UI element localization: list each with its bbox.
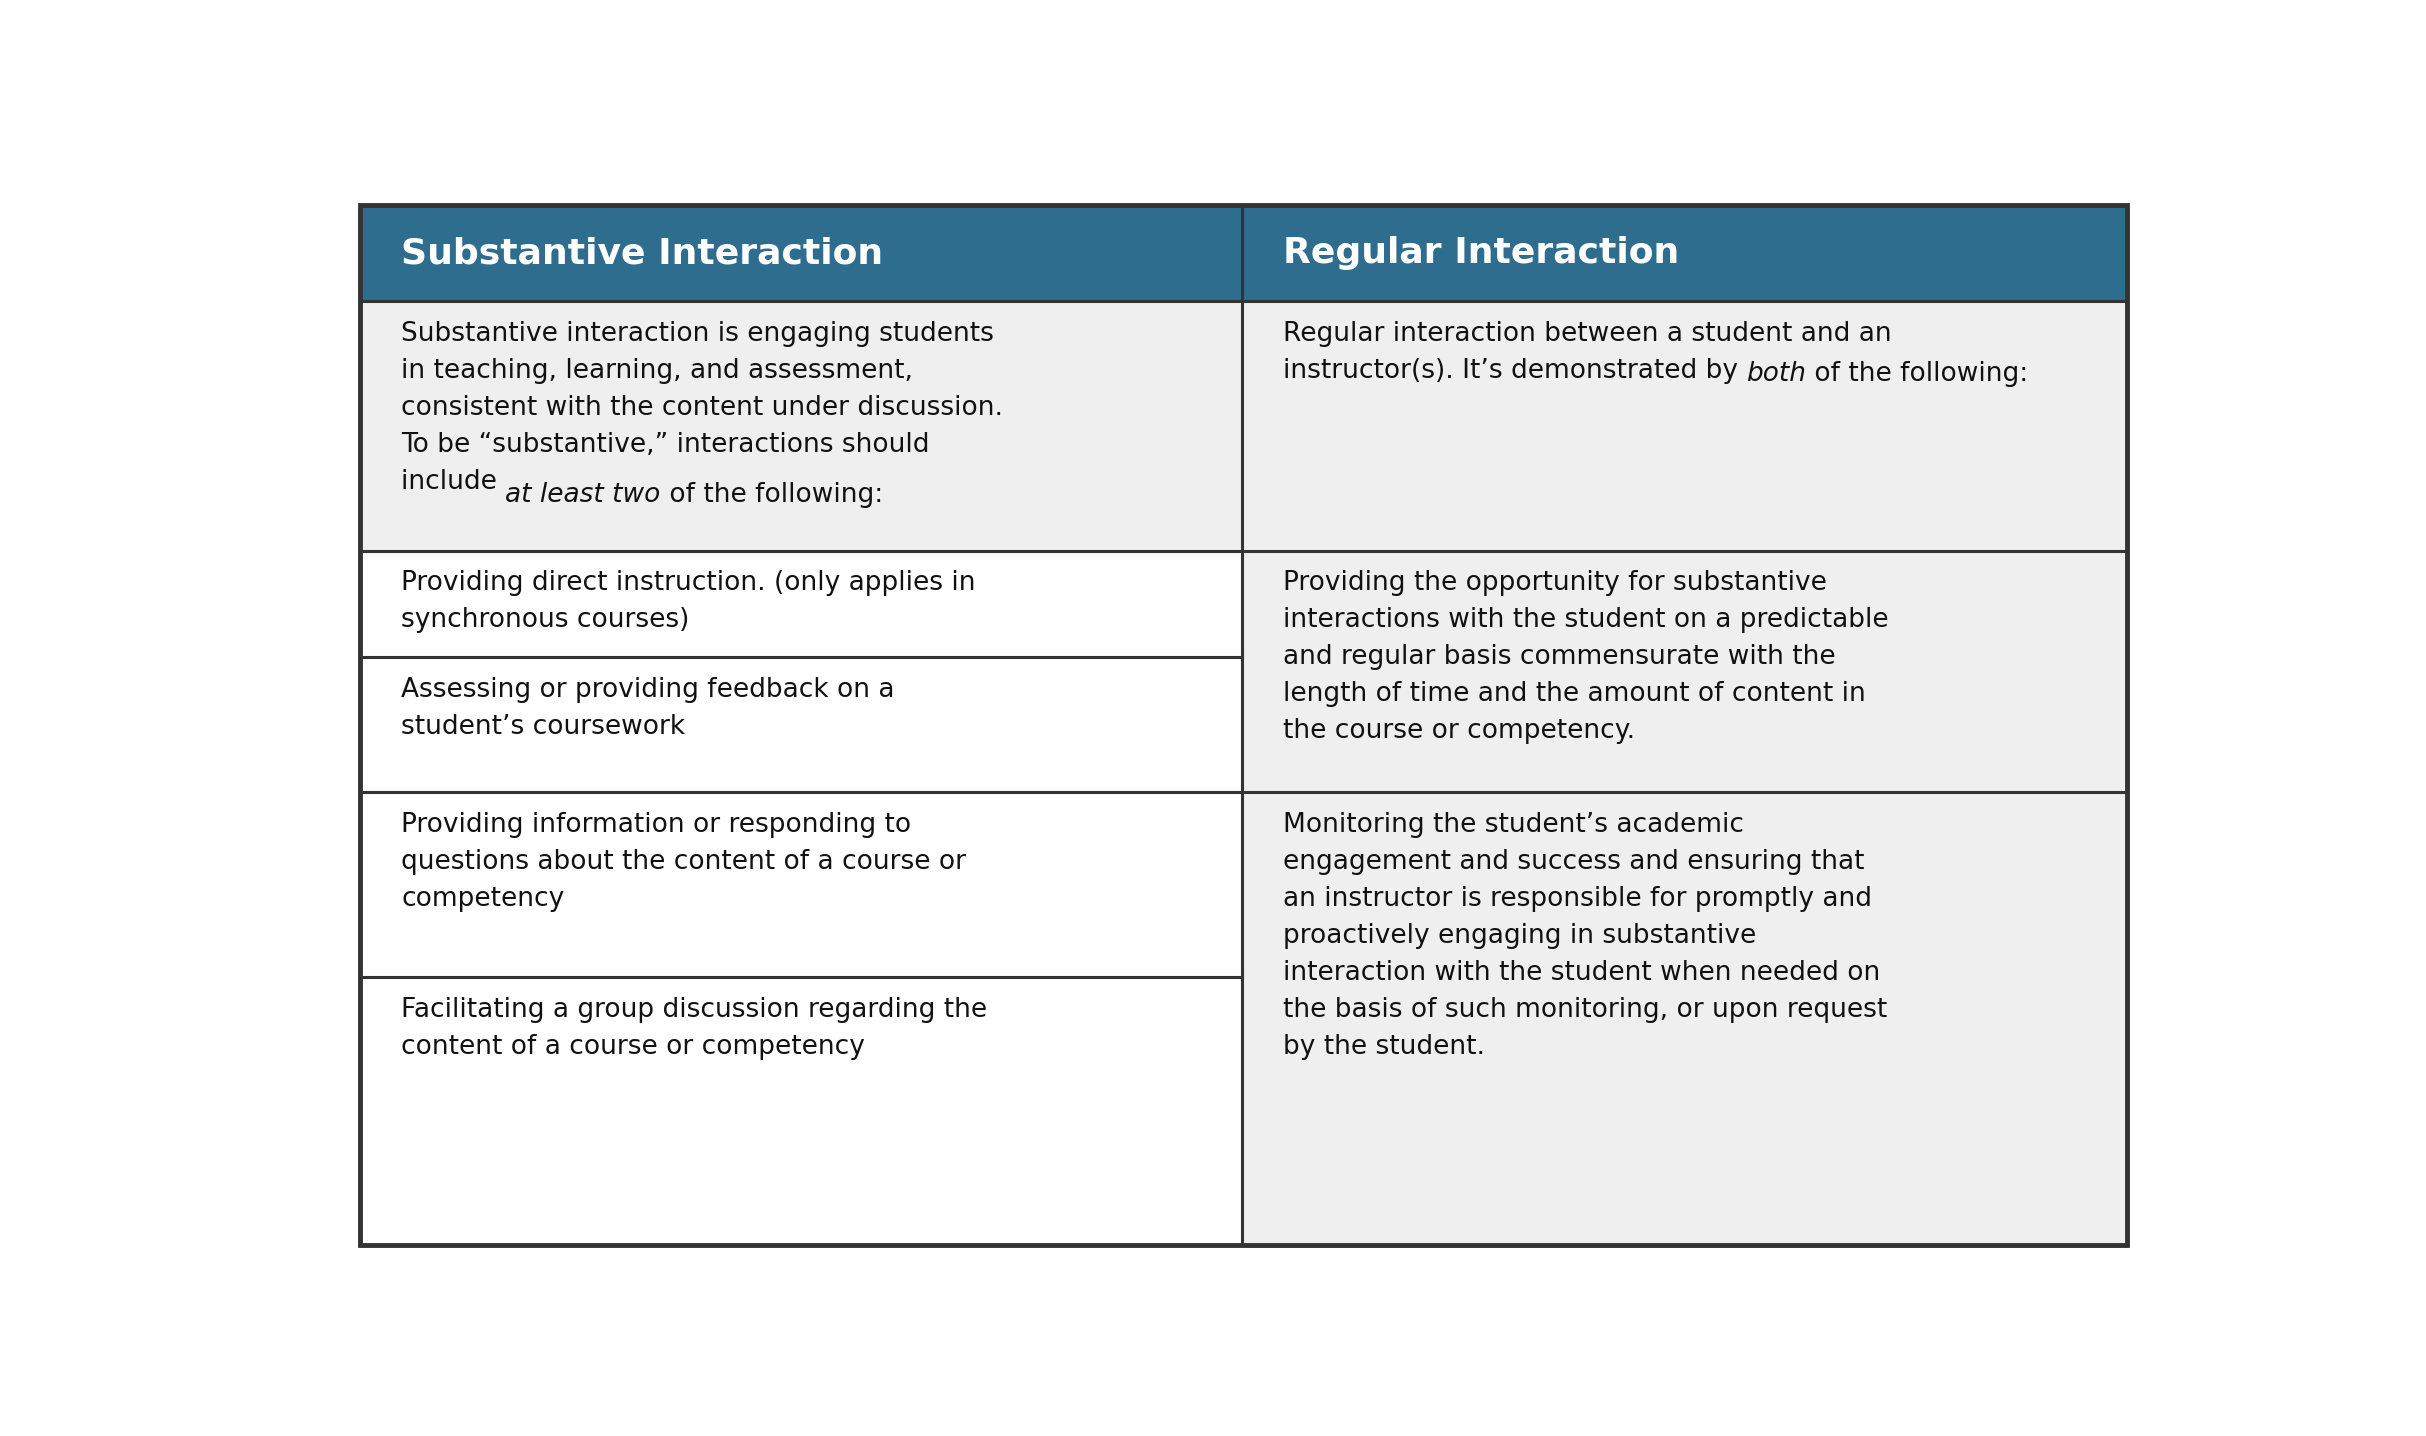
Text: Providing direct instruction. (only applies in
synchronous courses): Providing direct instruction. (only appl… — [400, 570, 975, 633]
Text: Monitoring the student’s academic
engagement and success and ensuring that
an in: Monitoring the student’s academic engage… — [1283, 811, 1887, 1060]
Text: of the following:: of the following: — [1807, 362, 2028, 388]
Text: Regular interaction between a student and an
instructor(s). It’s demonstrated by: Regular interaction between a student an… — [1283, 322, 1892, 383]
Text: Substantive Interaction: Substantive Interaction — [400, 237, 883, 270]
Bar — [1242, 302, 2128, 550]
Text: Assessing or providing feedback on a
student’s coursework: Assessing or providing feedback on a stu… — [400, 676, 895, 740]
Text: at least two: at least two — [505, 482, 660, 508]
Text: both: both — [1747, 362, 1807, 388]
Bar — [1242, 205, 2128, 302]
Text: Facilitating a group discussion regarding the
content of a course or competency: Facilitating a group discussion regardin… — [400, 998, 987, 1060]
Bar — [1242, 550, 2128, 791]
Text: Providing information or responding to
questions about the content of a course o: Providing information or responding to q… — [400, 811, 966, 912]
Bar — [359, 302, 1242, 550]
Bar — [1242, 791, 2128, 1245]
Text: Providing the opportunity for substantive
interactions with the student on a pre: Providing the opportunity for substantiv… — [1283, 570, 1887, 744]
Text: Regular Interaction: Regular Interaction — [1283, 237, 1679, 270]
Bar — [359, 550, 1242, 791]
Text: of the following:: of the following: — [660, 482, 883, 508]
Text: Substantive interaction is engaging students
in teaching, learning, and assessme: Substantive interaction is engaging stud… — [400, 322, 1002, 495]
Bar — [359, 205, 1242, 302]
Bar — [359, 791, 1242, 1245]
